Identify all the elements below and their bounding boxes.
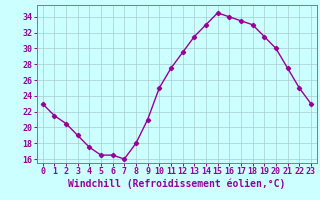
X-axis label: Windchill (Refroidissement éolien,°C): Windchill (Refroidissement éolien,°C) (68, 179, 285, 189)
